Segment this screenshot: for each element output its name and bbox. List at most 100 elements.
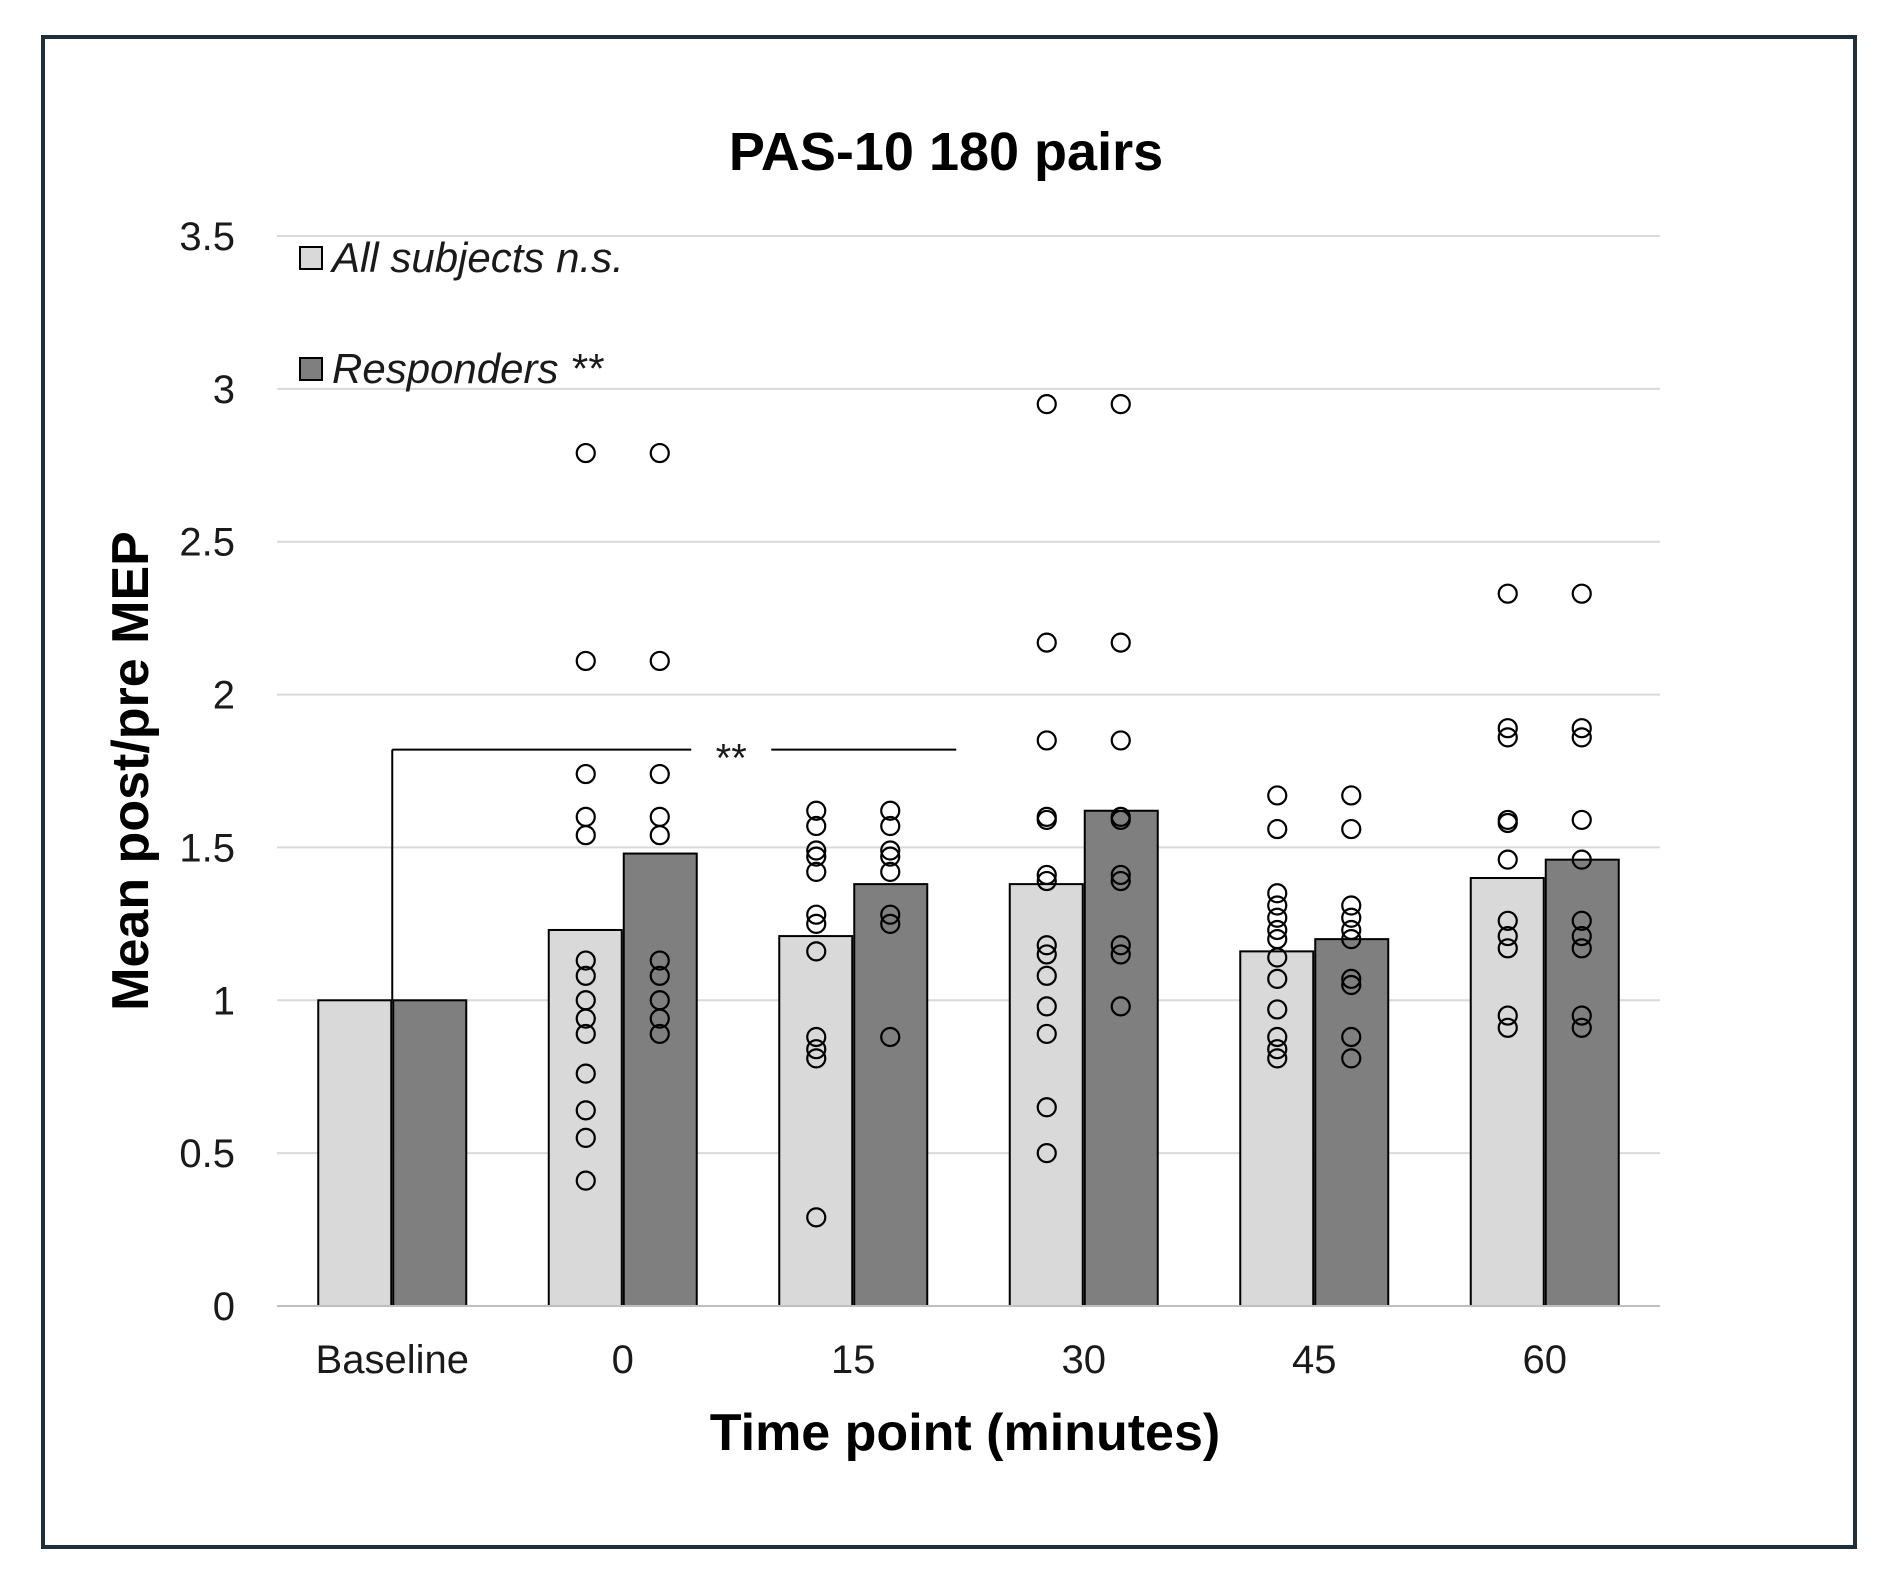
data-point xyxy=(1341,974,1362,996)
x-tick-label: 0 xyxy=(612,1338,634,1382)
data-point xyxy=(575,950,596,971)
data-point xyxy=(1036,1097,1057,1118)
data-point xyxy=(1036,870,1057,892)
data-point xyxy=(806,913,827,934)
data-point xyxy=(880,800,901,821)
data-point xyxy=(806,904,827,925)
bar xyxy=(1083,809,1159,1307)
y-tick-label: 2 xyxy=(213,674,235,718)
data-point xyxy=(649,965,670,986)
data-point xyxy=(806,1039,827,1060)
bar xyxy=(1469,877,1545,1307)
data-point xyxy=(1036,965,1057,986)
data-point xyxy=(1341,929,1362,950)
data-point xyxy=(575,763,596,785)
data-point xyxy=(1110,944,1131,965)
data-point xyxy=(1497,1017,1518,1038)
data-point xyxy=(806,861,827,882)
bar xyxy=(1239,950,1315,1307)
bar xyxy=(622,852,698,1307)
data-point xyxy=(1267,818,1288,840)
bar xyxy=(853,883,929,1307)
data-point xyxy=(1036,944,1057,965)
data-point xyxy=(1571,718,1592,739)
data-point xyxy=(649,950,670,971)
data-point xyxy=(1036,864,1057,886)
data-point xyxy=(575,965,596,986)
data-point xyxy=(575,1023,596,1045)
data-point xyxy=(880,1026,901,1048)
data-point xyxy=(806,1048,827,1069)
data-point xyxy=(1110,996,1131,1017)
legend-label-responders: Responders ** xyxy=(332,345,604,392)
data-point xyxy=(1341,907,1362,928)
x-tick-label: Baseline xyxy=(316,1338,469,1382)
data-point xyxy=(1571,583,1592,604)
chart-title: PAS-10 180 pairs xyxy=(729,122,1163,182)
legend: All subjects n.s. Responders ** xyxy=(299,234,624,392)
bar xyxy=(1008,883,1084,1307)
data-point xyxy=(1497,925,1518,947)
x-tick-label: 30 xyxy=(1062,1338,1107,1382)
data-point xyxy=(1110,809,1131,831)
legend-label-all-subjects: All subjects n.s. xyxy=(329,234,624,281)
data-point xyxy=(1036,935,1057,956)
data-point xyxy=(575,1008,596,1029)
data-point xyxy=(575,650,596,672)
data-point xyxy=(575,806,596,827)
data-point xyxy=(1341,1048,1362,1069)
x-tick-label: 60 xyxy=(1523,1338,1568,1382)
data-point xyxy=(806,815,827,837)
data-point xyxy=(880,913,901,934)
bar xyxy=(317,999,393,1307)
data-point xyxy=(575,825,596,846)
data-point xyxy=(1341,968,1362,989)
data-point xyxy=(880,904,901,925)
data-point xyxy=(806,941,827,962)
y-tick-label: 1.5 xyxy=(179,826,235,870)
data-point xyxy=(1497,718,1518,739)
data-point xyxy=(1497,938,1518,959)
data-point xyxy=(1267,895,1288,916)
data-point xyxy=(1571,849,1592,870)
data-point xyxy=(1571,1005,1592,1026)
data-point xyxy=(1267,1026,1288,1048)
data-point xyxy=(880,861,901,882)
legend-swatch-responders xyxy=(299,357,323,381)
y-axis-title: Mean post/pre MEP xyxy=(102,531,160,1011)
data-point xyxy=(1110,394,1131,415)
data-point xyxy=(1267,907,1288,928)
x-tick-label: 45 xyxy=(1292,1338,1337,1382)
data-point xyxy=(1497,812,1518,834)
bar xyxy=(1314,938,1390,1308)
data-point xyxy=(575,1100,596,1121)
data-points xyxy=(575,394,1592,1228)
data-point xyxy=(880,846,901,867)
y-tick-label: 2.5 xyxy=(179,521,235,565)
data-point xyxy=(1267,968,1288,989)
data-point xyxy=(1571,910,1592,931)
significance-bracket: ** xyxy=(391,737,957,1001)
y-tick-label: 3 xyxy=(213,368,235,412)
data-point xyxy=(1497,910,1518,931)
data-point xyxy=(1341,818,1362,840)
data-point xyxy=(575,1127,596,1148)
data-point xyxy=(1497,727,1518,748)
data-point xyxy=(1110,864,1131,886)
x-tick-label: 15 xyxy=(831,1338,876,1382)
data-point xyxy=(880,840,901,861)
data-point xyxy=(649,825,670,846)
bar xyxy=(547,928,623,1307)
y-tick-label: 0 xyxy=(213,1285,235,1329)
data-point xyxy=(649,442,670,464)
significance-label: ** xyxy=(716,737,747,781)
data-point xyxy=(1110,870,1131,892)
data-point xyxy=(649,806,670,827)
data-point xyxy=(1267,1048,1288,1069)
data-point xyxy=(649,650,670,672)
data-point xyxy=(575,1170,596,1191)
data-point xyxy=(575,442,596,464)
data-point xyxy=(1036,996,1057,1017)
y-tick-label: 1 xyxy=(213,979,235,1023)
